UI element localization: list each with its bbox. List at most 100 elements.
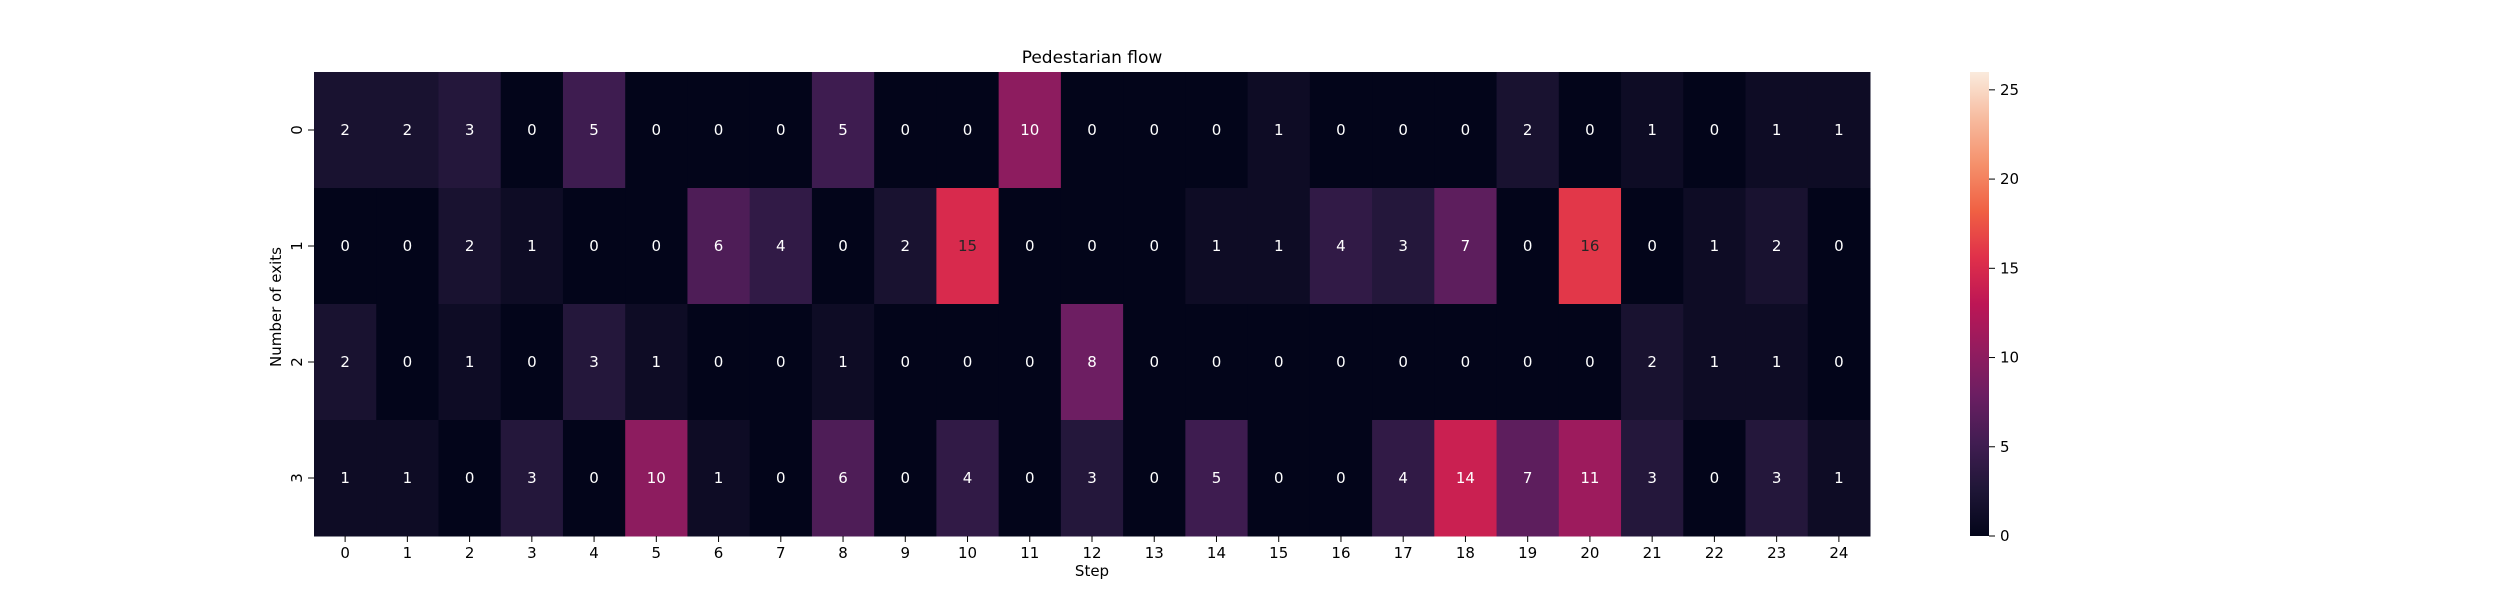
- cell-value-label: 4: [1336, 237, 1346, 255]
- heatmap-cell: [438, 72, 502, 189]
- x-tick-label: 22: [1705, 544, 1724, 562]
- cell-value-label: 15: [958, 237, 977, 255]
- cell-value-label: 6: [714, 237, 724, 255]
- y-tick-label: 3: [288, 473, 306, 483]
- x-tick-label: 19: [1518, 544, 1537, 562]
- heatmap-cell: [1745, 72, 1809, 189]
- y-tick-label: 1: [288, 241, 306, 251]
- cell-value-label: 0: [1461, 353, 1471, 371]
- heatmap-cell: [1309, 420, 1373, 537]
- cell-value-label: 3: [589, 353, 599, 371]
- heatmap-cell: [749, 420, 813, 537]
- cell-value-label: 1: [714, 469, 724, 487]
- x-tick-label: 21: [1643, 544, 1662, 562]
- cell-value-label: 0: [1461, 121, 1471, 139]
- y-tick-label: 0: [288, 125, 306, 135]
- colorbar-tick-label: 25: [2000, 81, 2019, 99]
- cell-value-label: 10: [647, 469, 666, 487]
- x-tick-label: 5: [652, 544, 662, 562]
- cell-value-label: 0: [1336, 469, 1346, 487]
- heatmap-cell: [1247, 72, 1311, 189]
- colorbar-tick-label: 15: [2000, 259, 2019, 277]
- heatmap-cell: [1372, 188, 1435, 305]
- heatmap-cell: [811, 420, 875, 537]
- heatmap-cell: [438, 188, 502, 305]
- cell-value-label: 0: [1149, 237, 1159, 255]
- heatmap-cell: [1558, 72, 1622, 189]
- cell-value-label: 2: [901, 237, 911, 255]
- cell-value-label: 1: [1772, 121, 1782, 139]
- heatmap-cell: [625, 304, 688, 421]
- x-tick-label: 13: [1145, 544, 1164, 562]
- cell-value-label: 3: [1647, 469, 1657, 487]
- heatmap-cell: [1807, 72, 1871, 189]
- cell-value-label: 1: [527, 237, 537, 255]
- heatmap-cell: [1309, 304, 1373, 421]
- cell-value-label: 16: [1580, 237, 1599, 255]
- y-tick-label: 2: [288, 357, 306, 367]
- heatmap-cells: [314, 72, 1871, 537]
- cell-value-label: 1: [465, 353, 475, 371]
- heatmap-cell: [1123, 420, 1186, 537]
- cell-value-label: 0: [1087, 237, 1097, 255]
- cell-value-label: 0: [1336, 353, 1346, 371]
- x-tick-label: 17: [1394, 544, 1413, 562]
- cell-value-label: 0: [1710, 469, 1720, 487]
- heatmap-cell: [1558, 420, 1622, 537]
- heatmap-cell: [1434, 420, 1498, 537]
- cell-value-label: 0: [1336, 121, 1346, 139]
- heatmap-cell: [562, 188, 626, 305]
- cell-value-label: 1: [1772, 353, 1782, 371]
- cell-value-label: 4: [1398, 469, 1408, 487]
- x-tick-label: 15: [1269, 544, 1288, 562]
- cell-value-label: 5: [1212, 469, 1222, 487]
- heatmap-cell: [1060, 72, 1124, 189]
- cell-value-label: 0: [1087, 121, 1097, 139]
- x-tick-label: 16: [1331, 544, 1350, 562]
- x-tick-label: 24: [1829, 544, 1848, 562]
- cell-value-label: 2: [403, 121, 413, 139]
- x-tick-label: 7: [776, 544, 786, 562]
- heatmap-cell: [687, 304, 751, 421]
- x-tick-label: 23: [1767, 544, 1786, 562]
- x-tick-label: 10: [958, 544, 977, 562]
- heatmap-cell: [376, 188, 439, 305]
- heatmap-cell: [1185, 304, 1249, 421]
- cell-value-label: 1: [1710, 237, 1720, 255]
- cell-value-label: 0: [714, 121, 724, 139]
- cell-value-label: 1: [838, 353, 848, 371]
- heatmap-cell: [562, 72, 626, 189]
- heatmap-cell: [1185, 188, 1249, 305]
- heatmap-cell: [936, 188, 1000, 305]
- cell-value-label: 11: [1580, 469, 1599, 487]
- cell-value-label: 10: [1020, 121, 1039, 139]
- heatmap-cell: [376, 420, 439, 537]
- cell-value-label: 0: [1834, 353, 1844, 371]
- heatmap-cell: [625, 188, 688, 305]
- cell-value-label: 4: [963, 469, 973, 487]
- cell-value-label: 1: [340, 469, 350, 487]
- cell-value-label: 0: [714, 353, 724, 371]
- heatmap-cell: [1247, 304, 1311, 421]
- x-tick-label: 6: [714, 544, 724, 562]
- cell-value-label: 1: [1834, 121, 1844, 139]
- cell-value-label: 1: [1710, 353, 1720, 371]
- heatmap-cell: [1185, 420, 1249, 537]
- heatmap-cell: [1123, 72, 1186, 189]
- cell-value-label: 0: [1212, 121, 1222, 139]
- cell-value-label: 3: [1087, 469, 1097, 487]
- heatmap-cell: [936, 420, 1000, 537]
- cell-value-label: 0: [1025, 469, 1035, 487]
- heatmap-cell: [500, 420, 564, 537]
- heatmap-cell: [376, 304, 439, 421]
- heatmap-cell: [1621, 188, 1684, 305]
- heatmap-cell: [438, 304, 502, 421]
- heatmap-cell: [1247, 188, 1311, 305]
- cell-value-label: 2: [1523, 121, 1533, 139]
- cell-value-label: 0: [901, 469, 911, 487]
- cell-value-label: 2: [1772, 237, 1782, 255]
- heatmap-cell: [314, 72, 377, 189]
- colorbar: [1970, 72, 1989, 536]
- cell-value-label: 4: [776, 237, 786, 255]
- heatmap-cell: [1621, 420, 1684, 537]
